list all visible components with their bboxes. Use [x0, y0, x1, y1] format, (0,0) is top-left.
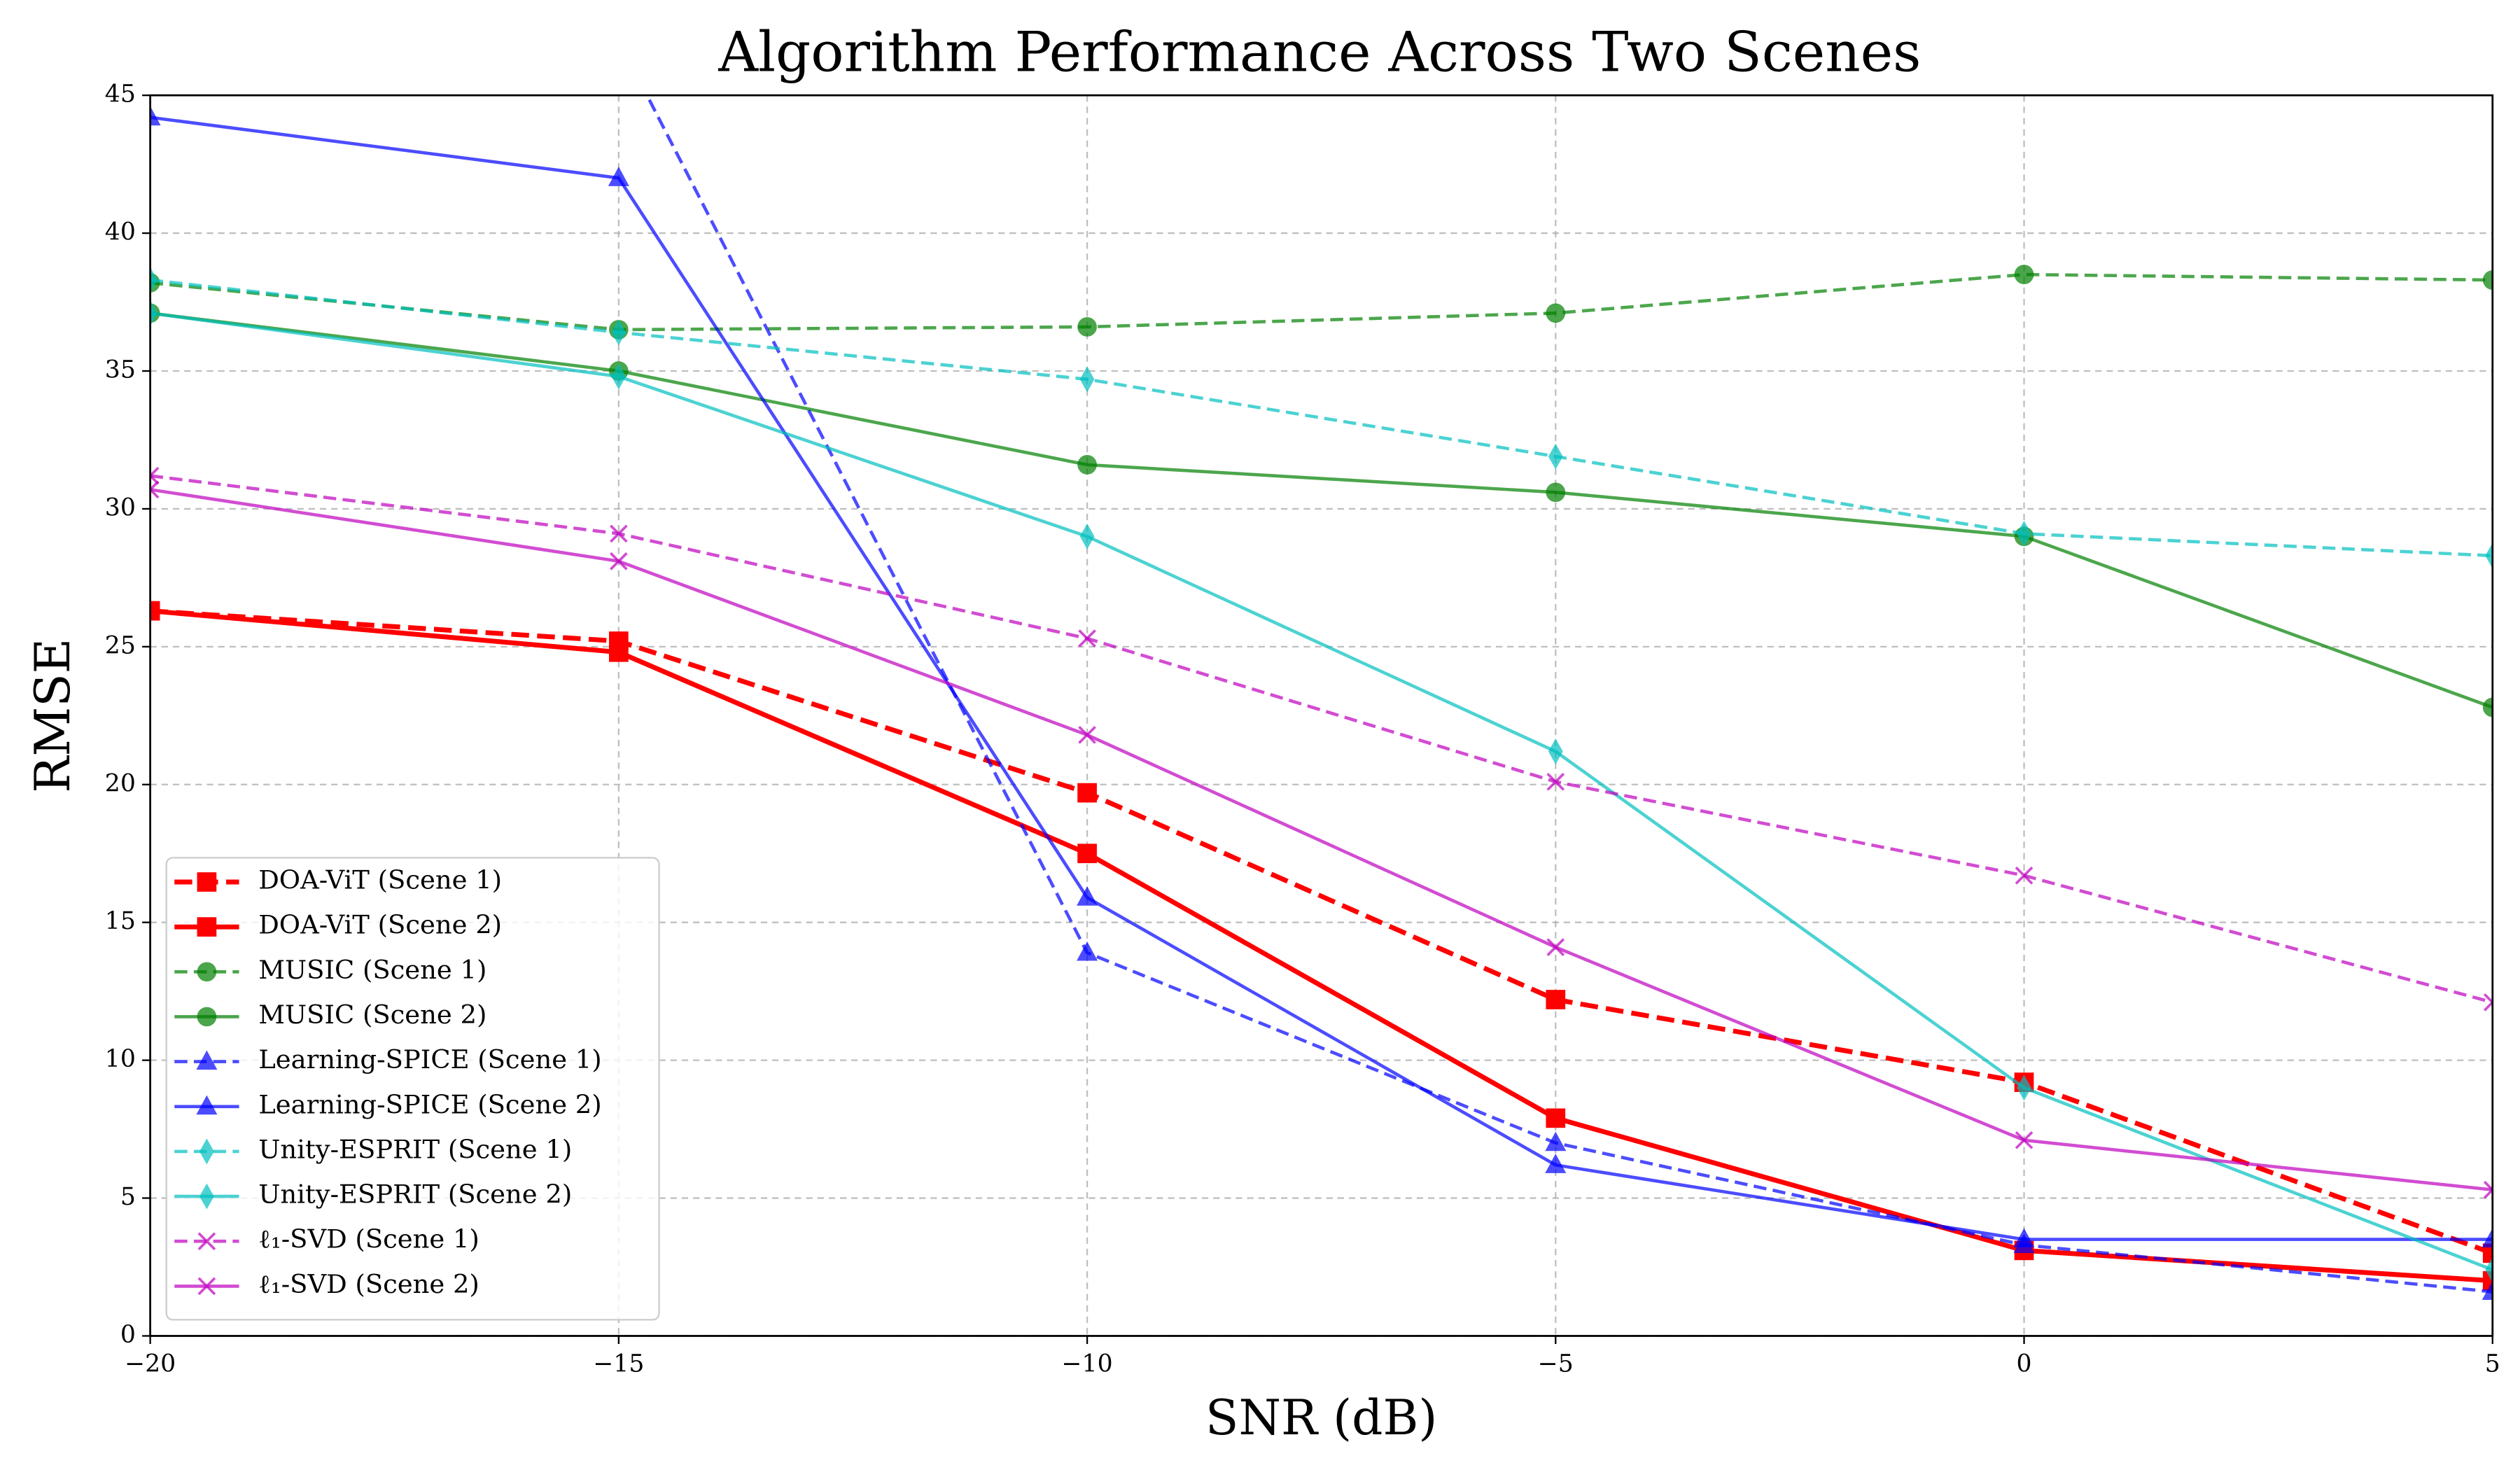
y-tick-label: 10: [105, 1045, 136, 1073]
marker: [197, 1232, 216, 1251]
legend-label: Learning-SPICE (Scene 1): [258, 1044, 601, 1074]
marker: [150, 466, 160, 485]
series-line: [150, 272, 2493, 332]
marker: [1077, 941, 1098, 961]
legend-label: MUSIC (Scene 2): [258, 1000, 486, 1030]
marker: [2482, 1228, 2493, 1248]
legend-label: Unity-ESPRIT (Scene 2): [258, 1180, 572, 1210]
marker: [197, 1277, 216, 1296]
marker: [200, 1138, 214, 1165]
marker: [1546, 990, 1566, 1009]
y-tick-label: 30: [105, 493, 136, 522]
series-line: [150, 312, 2493, 709]
series-line: [150, 474, 2493, 1004]
series-line: [150, 278, 2493, 558]
y-axis-label: RMSE: [25, 638, 81, 793]
y-tick-label: 0: [120, 1321, 136, 1349]
marker: [1545, 1131, 1567, 1152]
marker: [1546, 938, 1565, 956]
marker: [150, 300, 158, 326]
marker: [2017, 1074, 2031, 1101]
marker: [610, 552, 628, 570]
marker: [611, 363, 626, 390]
marker: [1077, 317, 1097, 337]
chart-title: Algorithm Performance Across Two Scenes: [718, 20, 1921, 84]
y-tick-label: 35: [105, 356, 136, 384]
marker: [2482, 270, 2493, 290]
marker: [150, 267, 158, 293]
legend-label: DOA-ViT (Scene 1): [258, 865, 502, 895]
series-line: [645, 95, 2493, 1294]
axes-frame: [149, 94, 2494, 1337]
legend-label: DOA-ViT (Scene 2): [258, 910, 502, 940]
marker: [1545, 1154, 1567, 1173]
marker: [197, 1007, 217, 1027]
marker: [2482, 1280, 2493, 1300]
plot-area: [150, 95, 2493, 1300]
x-tick-label: 5: [2485, 1350, 2500, 1378]
marker: [2013, 1228, 2035, 1248]
y-tick-label: 25: [105, 631, 136, 659]
marker: [150, 106, 161, 126]
y-tick-label: 45: [105, 80, 136, 108]
marker: [1077, 886, 1098, 906]
series-line: [150, 115, 2493, 1241]
marker: [200, 1183, 214, 1210]
x-tick-label: −10: [1062, 1350, 1113, 1378]
marker: [196, 1050, 218, 1070]
y-tick-label: 20: [105, 769, 136, 797]
x-axis-label: SNR (dB): [1205, 1390, 1437, 1446]
marker: [2482, 1243, 2493, 1264]
legend-label: ℓ₁-SVD (Scene 1): [258, 1224, 479, 1254]
marker: [1077, 455, 1097, 475]
marker: [1546, 482, 1566, 503]
marker: [150, 601, 160, 621]
marker: [1546, 772, 1565, 791]
series-line: [150, 608, 2493, 1284]
marker: [2014, 265, 2034, 285]
marker: [2015, 1130, 2033, 1149]
y-tick-label: 5: [120, 1183, 136, 1211]
x-tick-label: −20: [125, 1350, 176, 1378]
marker: [197, 962, 217, 982]
marker: [2483, 1180, 2493, 1199]
marker: [197, 917, 217, 937]
marker: [150, 480, 160, 499]
legend-box: [165, 857, 660, 1321]
legend-label: Unity-ESPRIT (Scene 1): [258, 1134, 572, 1164]
series-line: [150, 488, 2493, 1192]
y-tick-label: 15: [105, 907, 136, 935]
marker: [2017, 520, 2031, 547]
marker: [610, 524, 628, 543]
marker: [2485, 542, 2493, 569]
marker: [611, 319, 626, 346]
marker: [196, 1095, 218, 1115]
marker: [2482, 697, 2493, 718]
marker: [1077, 844, 1097, 864]
x-tick-label: −5: [1538, 1350, 1574, 1378]
marker: [1078, 629, 1096, 648]
marker: [1546, 1108, 1566, 1128]
marker: [608, 167, 629, 186]
marker: [197, 872, 217, 892]
marker: [2483, 993, 2493, 1011]
legend-label: MUSIC (Scene 1): [258, 955, 486, 985]
marker: [1077, 783, 1097, 803]
marker: [1078, 726, 1096, 744]
series-line: [150, 312, 2493, 1272]
series-line: [150, 608, 2493, 1256]
marker: [2015, 866, 2033, 885]
marker: [1548, 443, 1563, 470]
legend-label: ℓ₁-SVD (Scene 2): [258, 1269, 479, 1299]
marker: [2485, 1256, 2493, 1283]
legend-label: Learning-SPICE (Scene 2): [258, 1089, 601, 1119]
marker: [1546, 303, 1566, 323]
marker: [609, 642, 629, 662]
x-tick-label: 0: [2017, 1350, 2032, 1378]
y-tick-label: 40: [105, 218, 136, 246]
x-tick-label: −15: [593, 1350, 644, 1378]
